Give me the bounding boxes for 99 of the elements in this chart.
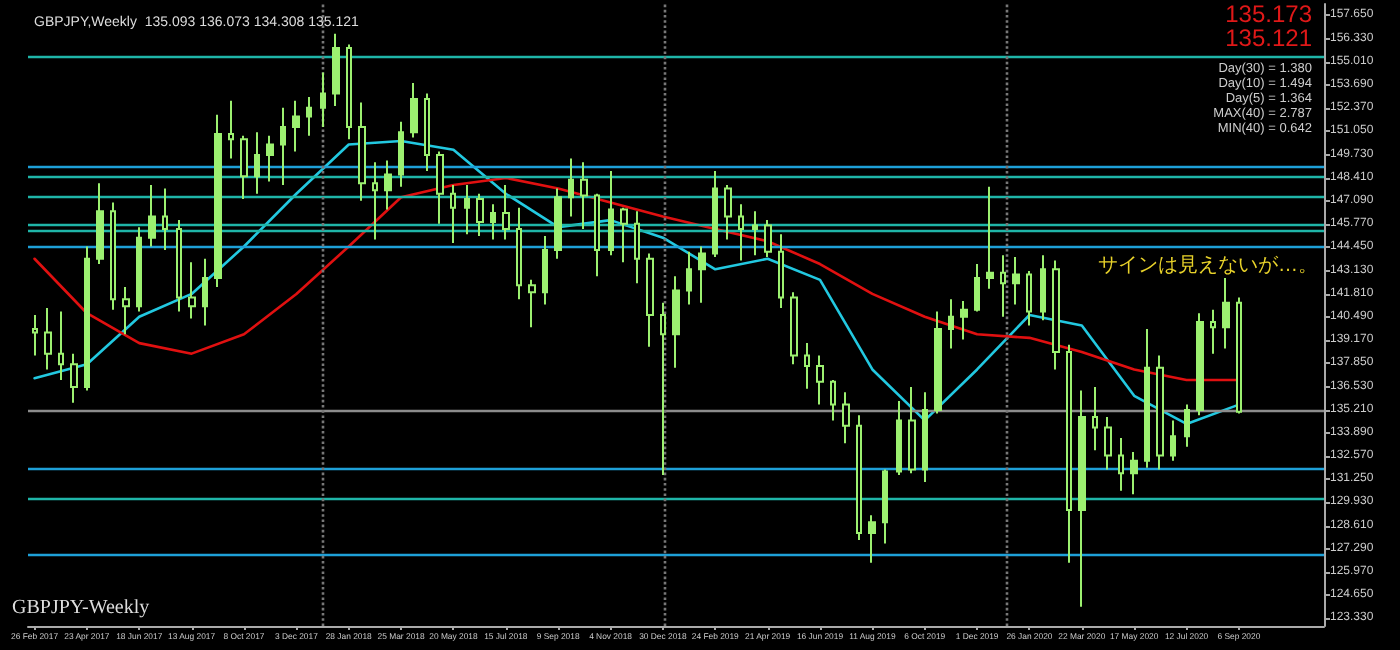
candlestick <box>580 161 588 230</box>
candlestick <box>634 210 640 285</box>
candlestick <box>738 203 744 262</box>
candlestick <box>960 299 968 341</box>
candlestick <box>96 182 104 266</box>
candlestick <box>764 219 772 259</box>
candlestick <box>254 131 260 195</box>
annotation: GBPJPY-Weekly <box>12 597 150 619</box>
candlestick <box>542 234 548 306</box>
candlestick <box>778 233 784 309</box>
candlestick <box>44 306 52 371</box>
candlestick <box>162 187 168 251</box>
annotation: サインは見えないが…。 <box>1098 255 1318 277</box>
candlestick <box>842 391 850 445</box>
candlestick <box>1144 328 1150 469</box>
candlestick <box>84 245 90 392</box>
candlestick <box>476 192 484 237</box>
candlestick <box>1156 354 1164 471</box>
candlestick <box>332 32 340 107</box>
candlestick <box>804 342 810 390</box>
candlestick <box>358 101 366 202</box>
candlestick <box>320 71 326 128</box>
candlestick <box>110 201 116 311</box>
candlestick <box>410 82 418 139</box>
candlestick <box>1078 389 1086 608</box>
candlestick <box>372 161 378 241</box>
candlestick <box>32 314 38 357</box>
candlestick <box>1052 259 1060 371</box>
candlestick <box>1184 403 1190 448</box>
candlestick <box>188 261 196 320</box>
candlestick <box>464 183 470 236</box>
candlestick <box>608 169 614 257</box>
candlestick <box>712 169 718 259</box>
candlestick <box>568 157 574 218</box>
candlestick <box>1066 343 1072 564</box>
candlestick <box>1026 270 1032 327</box>
candlestick <box>176 219 182 313</box>
candlestick <box>266 134 274 183</box>
candlestick <box>490 203 496 241</box>
candlestick <box>790 291 798 366</box>
line-series <box>33 176 1241 382</box>
candlestick <box>1012 256 1020 306</box>
candlestick <box>986 185 994 290</box>
candlestick <box>724 183 732 241</box>
candlestick <box>856 414 862 541</box>
candlestick <box>240 134 248 201</box>
candlestick <box>1236 296 1242 415</box>
candlestick <box>228 99 234 160</box>
candlestick <box>620 206 628 264</box>
line-series <box>33 139 1241 426</box>
candlestick <box>384 159 392 211</box>
candlestick <box>908 386 916 475</box>
candlestick <box>1104 415 1112 471</box>
candlestick <box>306 96 312 137</box>
candlestick <box>436 150 444 225</box>
candlestick <box>934 310 942 415</box>
candlestick <box>136 226 142 313</box>
candlestick <box>280 106 286 186</box>
annotation: 135.173 <box>1225 0 1313 28</box>
candlestick <box>1130 451 1138 496</box>
candlestick <box>450 183 456 244</box>
candlestick <box>816 354 824 406</box>
candlestick <box>214 113 222 288</box>
candlestick <box>830 379 836 422</box>
candlestick <box>974 263 980 313</box>
candlestick <box>1210 308 1216 355</box>
candlestick <box>516 206 522 301</box>
candlestick <box>752 210 758 257</box>
candlestick <box>646 252 654 348</box>
candlestick <box>660 301 666 476</box>
candlestick <box>882 468 888 545</box>
candlestick <box>672 275 680 369</box>
candlestick <box>148 183 156 248</box>
candlestick <box>1118 436 1124 492</box>
candlestick <box>948 298 954 350</box>
candlestick <box>398 120 404 188</box>
candlestick <box>1040 254 1046 322</box>
candlestick <box>868 514 876 564</box>
annotation: 135.121 <box>1225 24 1313 52</box>
candlestick <box>122 285 130 336</box>
candlestick <box>686 250 692 306</box>
candlestick <box>896 400 902 476</box>
candlestick <box>554 187 562 260</box>
candlestick <box>346 43 352 141</box>
candlestick <box>1000 254 1006 318</box>
candlestick <box>594 192 600 278</box>
candlestick <box>922 391 928 483</box>
candlestick <box>1196 312 1204 417</box>
candlestick <box>292 99 300 153</box>
candlestick <box>528 278 536 329</box>
candlestick <box>58 310 64 382</box>
candlestick <box>424 92 430 172</box>
candlestick <box>698 245 706 304</box>
candlestick <box>70 352 78 404</box>
candlestick <box>502 183 510 241</box>
candlestick <box>1092 386 1098 452</box>
candlestick <box>1170 419 1176 462</box>
candlestick <box>202 257 208 327</box>
candlestick <box>1222 277 1230 350</box>
